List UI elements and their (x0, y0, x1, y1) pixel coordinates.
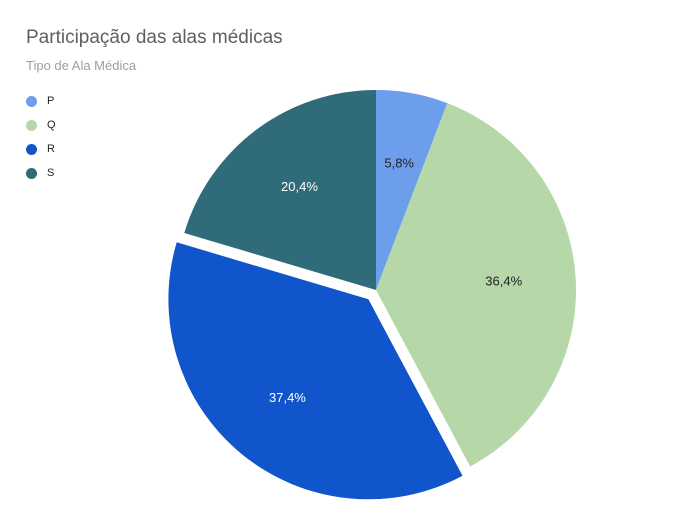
legend-swatch-p (26, 95, 37, 107)
pie-slice-label-s: 20,4% (281, 179, 318, 194)
legend-swatch-r (26, 143, 37, 155)
pie-slice-label-q: 36,4% (485, 273, 522, 288)
legend-item-r: R (26, 137, 56, 161)
pie-slice-label-r: 37,4% (269, 390, 306, 405)
chart-title: Participação das alas médicas (26, 27, 283, 48)
legend-item-s: S (26, 161, 56, 185)
legend-item-q: Q (26, 113, 56, 137)
legend-label-r: R (47, 143, 55, 155)
pie-slice-label-p: 5,8% (384, 156, 414, 171)
pie-slice-p (376, 90, 448, 290)
legend-swatch-q (26, 119, 37, 131)
legend: P Q R S (26, 89, 56, 185)
pie-slice-s (184, 90, 376, 290)
pie-slice-q (376, 103, 576, 467)
legend-swatch-s (26, 167, 37, 179)
legend-label-p: P (47, 95, 55, 107)
pie-slice-r (168, 242, 463, 500)
legend-item-p: P (26, 89, 56, 113)
legend-label-q: Q (47, 119, 56, 131)
chart-subtitle: Tipo de Ala Médica (26, 58, 137, 73)
legend-label-s: S (47, 167, 55, 179)
